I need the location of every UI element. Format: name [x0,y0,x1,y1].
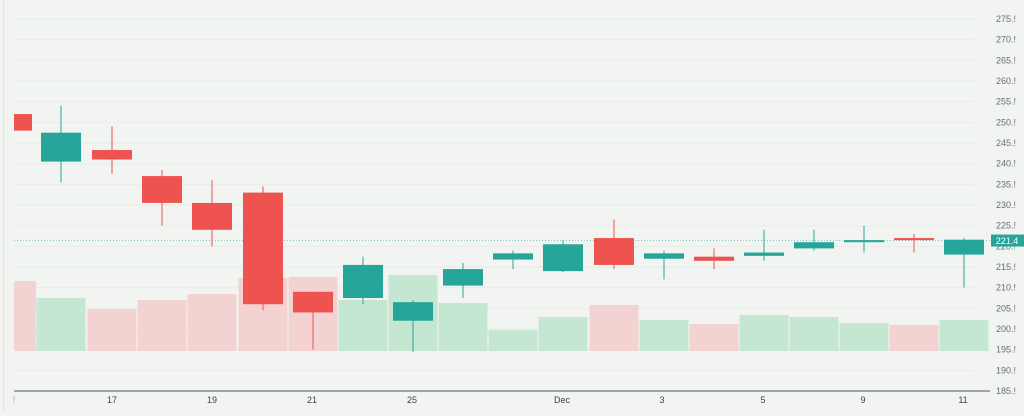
price-axis-label: 240.! [996,159,1016,169]
candle-up[interactable] [493,250,533,270]
price-axis-label: 250.! [996,117,1016,127]
candle-up[interactable] [343,256,383,305]
volume-bar [639,320,689,351]
time-axis-label: 5 [760,395,765,405]
price-axis-label: 200.! [996,324,1016,334]
candle-body [14,114,32,131]
time-axis-label: 19 [207,395,217,405]
candles [14,105,984,352]
candle-up[interactable] [794,229,834,251]
volume-bars [14,275,989,351]
price-axis-label: 270.! [996,35,1016,45]
candle-body [794,242,834,249]
candle-up[interactable] [844,225,884,253]
candle-body [293,291,333,313]
volume-bar [36,298,86,351]
candle-body [944,239,984,255]
price-axis-label: 205.! [996,303,1016,313]
time-axis-label: 17 [107,395,117,405]
candle-body [142,176,182,203]
candle-body [594,238,634,265]
candle-body [844,240,884,243]
volume-bar [338,300,388,351]
price-axis-label: 275.! [996,14,1016,24]
candle-down[interactable] [243,186,283,311]
volume-bar [438,303,488,351]
left-edge-line [3,0,4,411]
candle-up[interactable] [944,238,984,288]
time-axis: ! 17 19 21 25 Dec 3 5 9 11 [13,395,968,405]
candle-down[interactable] [14,114,32,131]
current-price-label: 221.4 [996,236,1019,246]
price-axis-label: 260.! [996,76,1016,86]
candle-body [92,150,132,160]
time-axis-label: 11 [958,395,967,405]
candle-body [543,244,583,272]
candle-body [493,253,533,260]
volume-bar [187,294,237,351]
time-axis-label: 9 [860,395,865,405]
candle-body [894,238,934,241]
candle-down[interactable] [894,233,934,253]
volume-bar [488,330,538,351]
price-axis-label: 230.! [996,200,1016,210]
candle-body [243,192,283,305]
candle-down[interactable] [92,126,132,174]
candle-down[interactable] [594,219,634,270]
candle-down[interactable] [142,169,182,226]
current-price-tag [991,234,1024,247]
price-axis-label: 215.! [996,262,1016,272]
candle-body [192,202,232,230]
price-axis-label: 210.! [996,283,1016,293]
price-axis-label: 255.! [996,97,1016,107]
volume-bar [137,300,187,351]
price-axis-label: 190.! [996,365,1016,375]
candle-body [41,132,81,162]
time-axis-label: 25 [407,395,417,405]
candle-up[interactable] [543,240,583,272]
time-axis-label: ! [13,395,16,405]
time-axis-label: Dec [554,395,571,405]
volume-bar [538,317,588,351]
candle-up[interactable] [393,300,433,352]
candle-up[interactable] [41,105,81,183]
price-axis-label: 195.! [996,345,1016,355]
price-axis: 275.! 270.! 265.! 260.! 255.! 250.! 245.! 240.!… [996,14,1016,396]
candle-up[interactable] [644,250,684,280]
price-axis-label: 245.! [996,138,1016,148]
candle-body [393,302,433,321]
candle-down[interactable] [192,180,232,247]
candle-body [694,256,734,261]
price-axis-label: 235.! [996,179,1016,189]
volume-bar [589,305,639,351]
price-axis-label: 185.! [996,386,1016,396]
candle-up[interactable] [443,262,483,298]
volume-bar [889,325,939,351]
volume-bar [739,315,789,351]
time-axis-label: 3 [659,395,664,405]
volume-bar [87,309,137,351]
candle-up[interactable] [744,229,784,261]
volume-bar [689,324,739,351]
volume-bar [839,323,889,351]
time-axis-label: 21 [307,395,317,405]
price-axis-label: 225.! [996,221,1016,231]
candle-down[interactable] [694,248,734,270]
candle-body [443,269,483,286]
volume-bar [14,281,36,351]
candle-body [644,253,684,259]
volume-bar [789,317,839,351]
candle-body [744,252,784,256]
candle-body [343,264,383,298]
price-axis-label: 265.! [996,55,1016,65]
volume-bar [939,320,989,351]
candle-down[interactable] [293,291,333,350]
